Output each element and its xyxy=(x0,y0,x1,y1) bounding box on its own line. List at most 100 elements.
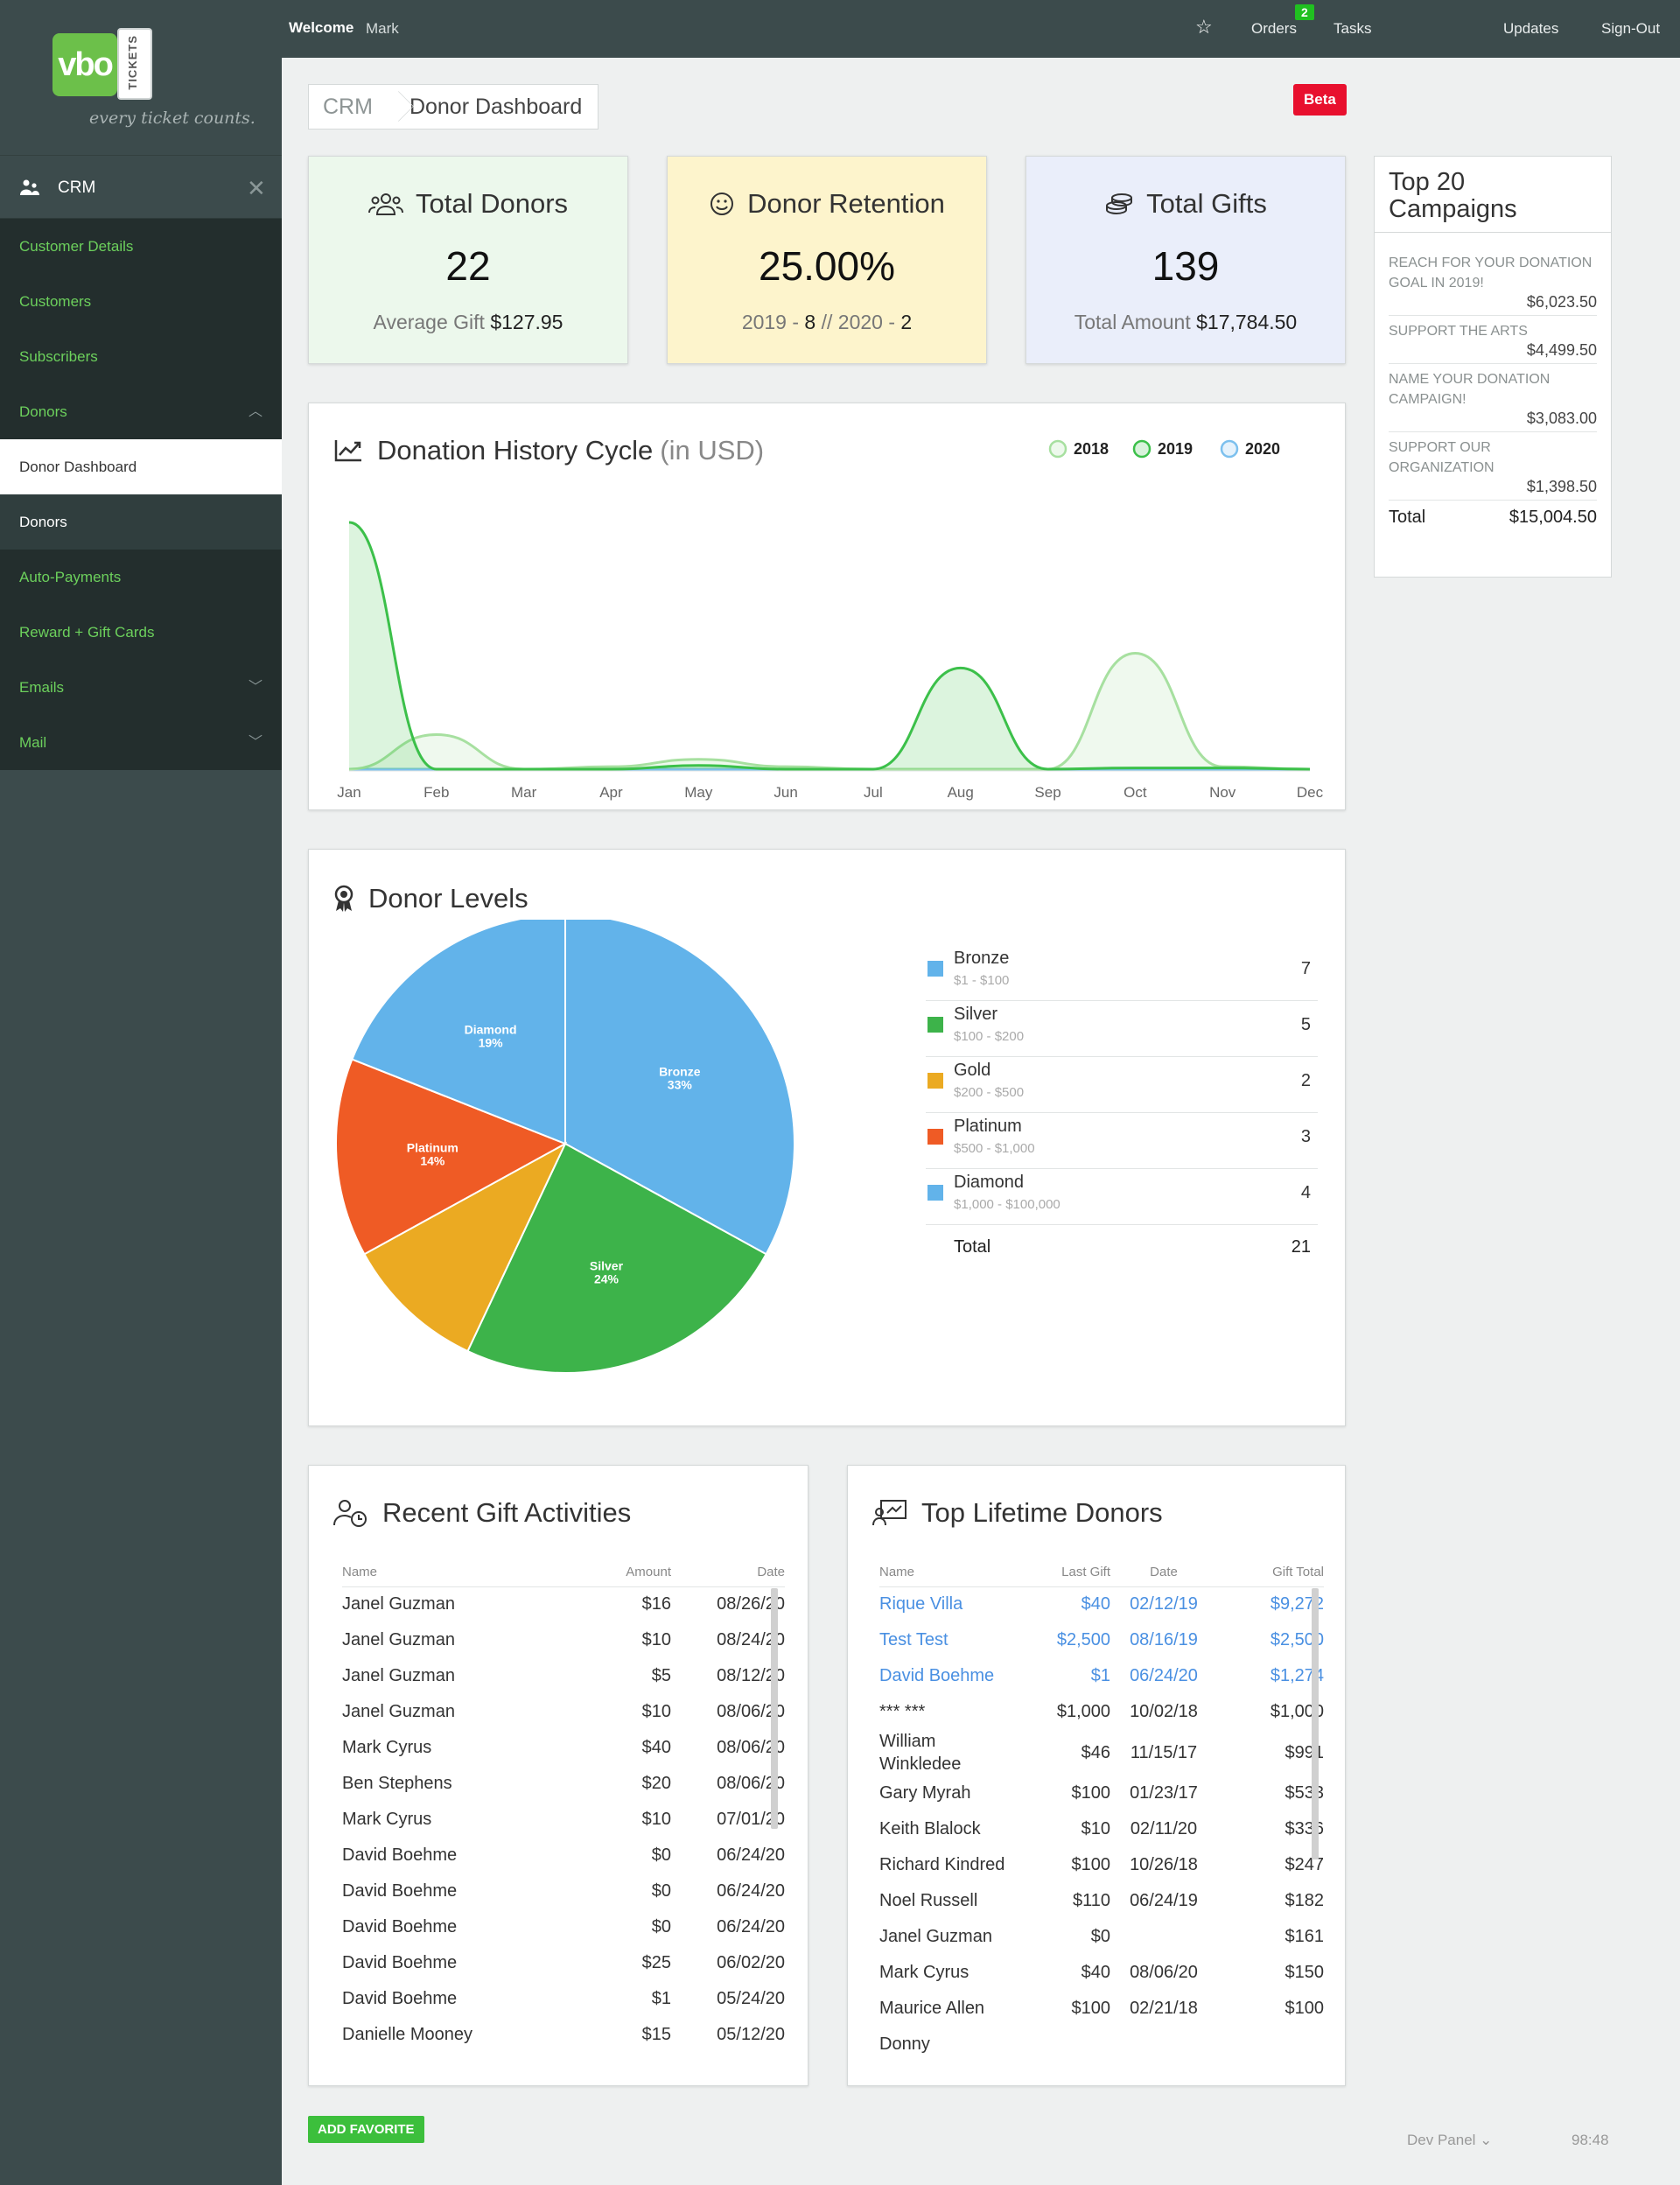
campaign-item[interactable]: REACH FOR YOUR DONATION GOAL IN 2019! $6,… xyxy=(1389,253,1597,316)
legend-item-2018[interactable]: 2018 xyxy=(1048,439,1109,459)
donor-levels-label: Donor Levels xyxy=(368,883,528,914)
table-row[interactable]: David Boehme $0 06/24/20 xyxy=(342,1873,785,1909)
sidebar-item-subscribers[interactable]: Subscribers xyxy=(0,329,282,384)
sidebar-item-emails[interactable]: Emails ﹀ xyxy=(0,660,282,715)
table-row[interactable]: Noel Russell $110 06/24/19 $182 xyxy=(879,1883,1324,1919)
column-header-amount[interactable]: Amount xyxy=(570,1558,671,1587)
crm-section-header[interactable]: CRM ✕ xyxy=(0,158,282,219)
legend-row-diamond[interactable]: Diamond $1,000 - $100,000 4 xyxy=(926,1169,1318,1225)
column-header-last-gift[interactable]: Last Gift xyxy=(1019,1558,1110,1587)
series-line-2019[interactable] xyxy=(348,521,1311,771)
sidebar-item-reward-gift-cards[interactable]: Reward + Gift Cards xyxy=(0,605,282,660)
table-row[interactable]: Mark Cyrus $40 08/06/20 $150 xyxy=(879,1955,1324,1991)
column-header-gift-total[interactable]: Gift Total xyxy=(1217,1558,1324,1587)
breadcrumb-crm[interactable]: CRM xyxy=(323,94,373,119)
updates-link[interactable]: Updates xyxy=(1503,20,1559,37)
legend-name: Gold xyxy=(954,1061,991,1080)
table-row[interactable]: David Boehme $1 05/24/20 xyxy=(342,1981,785,2017)
donor-date-cell[interactable]: 06/24/20 xyxy=(1130,1666,1198,1685)
donor-total-cell[interactable]: $2,500 xyxy=(1270,1630,1324,1649)
logo[interactable]: vbo TICKETS every ticket counts. xyxy=(0,0,282,156)
recent-date-cell: 06/24/20 xyxy=(717,1881,785,1901)
donor-name-cell[interactable]: Rique Villa xyxy=(879,1594,963,1614)
legend-row-bronze[interactable]: Bronze $1 - $100 7 xyxy=(926,945,1318,1001)
table-row[interactable]: Ben Stephens $20 08/06/20 xyxy=(342,1766,785,1802)
star-icon[interactable]: ☆ xyxy=(1195,16,1213,38)
tasks-link[interactable]: Tasks xyxy=(1334,20,1372,37)
retention-breakdown: 2019 - 8 // 2020 - 2 xyxy=(668,311,986,334)
donor-name-cell: *** *** xyxy=(879,1702,926,1721)
recent-date-cell: 08/12/20 xyxy=(717,1666,785,1685)
column-header-name[interactable]: Name xyxy=(342,1558,570,1587)
orders-link[interactable]: Orders xyxy=(1251,20,1297,37)
table-row[interactable]: Rique Villa $40 02/12/19 $9,272 xyxy=(879,1586,1324,1622)
table-row[interactable]: William Winkledee $46 11/15/17 $991 xyxy=(879,1730,1324,1775)
column-header-name[interactable]: Name xyxy=(879,1558,1019,1587)
legend-row-platinum[interactable]: Platinum $500 - $1,000 3 xyxy=(926,1113,1318,1169)
donor-last-gift-cell[interactable]: $1 xyxy=(1090,1666,1110,1685)
pie-slice-bronze[interactable] xyxy=(564,920,795,1256)
column-header-date[interactable]: Date xyxy=(1110,1558,1217,1587)
donor-total-cell[interactable]: $1,274 xyxy=(1270,1666,1324,1685)
sidebar-item-label: Auto-Payments xyxy=(19,569,122,585)
table-row[interactable]: David Boehme $0 06/24/20 xyxy=(342,1838,785,1873)
legend-item-2020[interactable]: 2020 xyxy=(1220,439,1280,459)
top-campaigns-title: Top 20 Campaigns xyxy=(1389,168,1517,223)
scrollbar[interactable] xyxy=(771,1588,778,1829)
total-donors-label: Total Donors xyxy=(415,188,569,219)
sidebar-item-auto-payments[interactable]: Auto-Payments xyxy=(0,550,282,605)
donor-name-cell[interactable]: Test Test xyxy=(879,1630,948,1649)
table-row[interactable]: Janel Guzman $10 08/06/20 xyxy=(342,1694,785,1730)
table-row[interactable]: Janel Guzman $5 08/12/20 xyxy=(342,1658,785,1694)
donor-last-gift-cell[interactable]: $40 xyxy=(1081,1594,1110,1614)
pie-slice-diamond[interactable] xyxy=(351,920,566,1145)
legend-row-gold[interactable]: Gold $200 - $500 2 xyxy=(926,1057,1318,1113)
sidebar-item-mail[interactable]: Mail ﹀ xyxy=(0,715,282,770)
table-row[interactable]: Richard Kindred $100 10/26/18 $247 xyxy=(879,1847,1324,1883)
table-row[interactable]: *** *** $1,000 10/02/18 $1,000 xyxy=(879,1694,1324,1730)
donor-date-cell[interactable]: 02/12/19 xyxy=(1130,1594,1198,1614)
sidebar-item-donors[interactable]: Donors xyxy=(0,494,282,550)
legend-item-2019[interactable]: 2019 xyxy=(1132,439,1193,459)
table-row[interactable]: David Boehme $1 06/24/20 $1,274 xyxy=(879,1658,1324,1694)
campaign-item[interactable]: NAME YOUR DONATION CAMPAIGN! $3,083.00 xyxy=(1389,369,1597,432)
column-header-date[interactable]: Date xyxy=(671,1558,785,1587)
dev-panel-toggle[interactable]: Dev Panel ⌄ xyxy=(1407,2132,1493,2148)
sign-out-link[interactable]: Sign-Out xyxy=(1601,20,1661,37)
table-row[interactable]: David Boehme $25 06/02/20 xyxy=(342,1945,785,1981)
table-row[interactable]: Janel Guzman $16 08/26/20 xyxy=(342,1586,785,1622)
legend-range: $200 - $500 xyxy=(954,1085,1025,1100)
donor-last-gift-cell[interactable]: $2,500 xyxy=(1056,1630,1110,1649)
sidebar-item-customers[interactable]: Customers xyxy=(0,274,282,329)
campaign-item[interactable]: SUPPORT THE ARTS $4,499.50 xyxy=(1389,321,1597,364)
user-name[interactable]: Mark xyxy=(366,20,399,37)
average-gift-label: Average Gift xyxy=(373,311,485,333)
pie-slice-silver[interactable] xyxy=(466,1142,767,1374)
sidebar-item-donors-group[interactable]: Donors ︿ xyxy=(0,384,282,439)
table-row[interactable]: Test Test $2,500 08/16/19 $2,500 xyxy=(879,1622,1324,1658)
add-favorite-button[interactable]: ADD FAVORITE xyxy=(308,2116,424,2143)
table-row[interactable]: Mark Cyrus $40 08/06/20 xyxy=(342,1730,785,1766)
table-row[interactable]: Janel Guzman $10 08/24/20 xyxy=(342,1622,785,1658)
table-row[interactable]: Donny xyxy=(879,2027,1324,2062)
table-row[interactable]: Danielle Mooney $15 05/12/20 xyxy=(342,2017,785,2053)
sidebar-nav: Customer Details Customers Subscribers D… xyxy=(0,219,282,770)
table-row[interactable]: Janel Guzman $0 $161 xyxy=(879,1919,1324,1955)
donor-date-cell[interactable]: 08/16/19 xyxy=(1130,1630,1198,1649)
donor-name-cell[interactable]: David Boehme xyxy=(879,1666,995,1685)
campaign-item[interactable]: SUPPORT OUR ORGANIZATION $1,398.50 xyxy=(1389,438,1597,501)
x-tick-label: Jun xyxy=(774,784,797,801)
table-row[interactable]: David Boehme $0 06/24/20 xyxy=(342,1909,785,1945)
donor-total-cell[interactable]: $9,272 xyxy=(1270,1594,1324,1614)
legend-row-silver[interactable]: Silver $100 - $200 5 xyxy=(926,1001,1318,1057)
table-row[interactable]: Keith Blalock $10 02/11/20 $336 xyxy=(879,1811,1324,1847)
sidebar-item-donor-dashboard[interactable]: Donor Dashboard xyxy=(0,439,282,494)
scrollbar[interactable] xyxy=(1312,1588,1319,1859)
sidebar-item-customer-details[interactable]: Customer Details xyxy=(0,219,282,274)
table-row[interactable]: Gary Myrah $100 01/23/17 $533 xyxy=(879,1775,1324,1811)
table-row[interactable]: Mark Cyrus $10 07/01/20 xyxy=(342,1802,785,1838)
pie-slice-platinum[interactable] xyxy=(335,1058,568,1256)
table-row[interactable]: Maurice Allen $100 02/21/18 $100 xyxy=(879,1991,1324,2027)
pie-slice-gold[interactable] xyxy=(363,1141,568,1353)
close-icon[interactable]: ✕ xyxy=(247,175,266,201)
